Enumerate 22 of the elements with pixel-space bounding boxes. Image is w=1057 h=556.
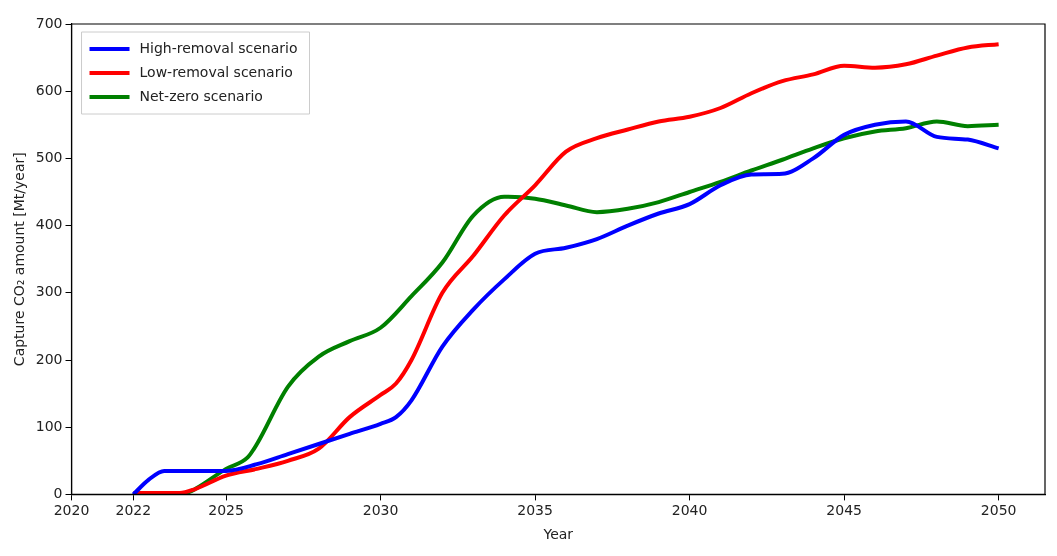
x-axis-title: Year: [542, 526, 574, 543]
x-tick-label: 2020: [53, 502, 90, 519]
y-axis-title: Capture CO₂ amount [Mt/year]: [11, 152, 28, 367]
y-tick-label: 600: [35, 81, 63, 98]
x-tick-label: 2040: [671, 502, 708, 519]
y-tick-label: 400: [35, 216, 63, 233]
legend-label: Low-removal scenario: [139, 63, 293, 80]
x-tick-label: 2035: [517, 502, 553, 519]
y-tick-label: 300: [35, 283, 63, 300]
y-tick-label: 500: [35, 149, 63, 166]
x-tick-label: 2030: [362, 502, 399, 519]
x-tick-label: 2025: [208, 502, 244, 519]
x-tick-label: 2050: [980, 502, 1017, 519]
x-tick-label: 2022: [115, 502, 152, 519]
y-tick-label: 0: [53, 485, 63, 502]
y-tick-label: 100: [35, 417, 63, 434]
legend-label: High-removal scenario: [139, 39, 298, 56]
line-series: [131, 119, 1001, 495]
legend-label: Net-zero scenario: [139, 87, 263, 104]
y-tick-label: 700: [35, 14, 63, 31]
y-tick-label: 200: [35, 350, 63, 367]
x-tick-label: 2045: [826, 502, 862, 519]
